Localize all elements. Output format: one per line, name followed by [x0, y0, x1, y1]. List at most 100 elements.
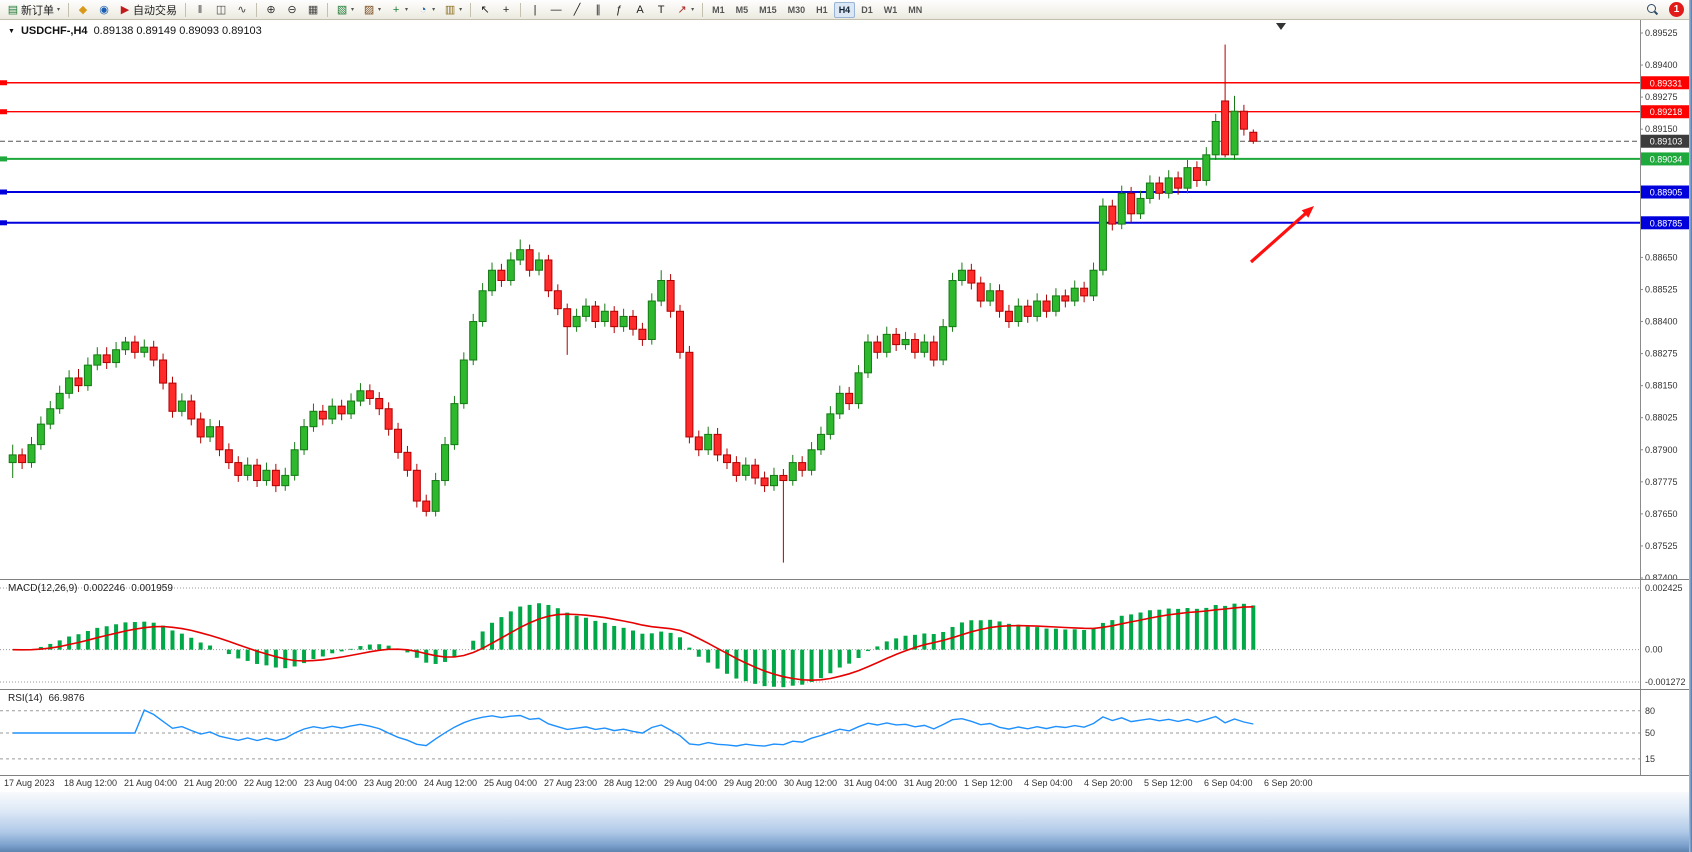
time-label: 21 Aug 20:00 — [184, 778, 238, 788]
horizontal-line-button[interactable]: — — [546, 1, 566, 18]
macd-signal-line — [12, 606, 1254, 682]
time-label: 1 Sep 12:00 — [964, 778, 1013, 788]
timeframe-w1[interactable]: W1 — [879, 2, 903, 18]
crosshair-button[interactable]: + — [496, 1, 516, 18]
arrows-button[interactable]: ↗ ▾ — [672, 1, 698, 18]
zoom-in-icon: ⊕ — [266, 3, 276, 16]
templates-button[interactable]: ▥ ▾ — [440, 1, 466, 18]
chart-profiles-button[interactable]: ◆ — [73, 1, 93, 18]
auto-trading-button[interactable]: ▶ 自动交易 — [115, 1, 181, 18]
chevron-down-icon[interactable]: ▼ — [8, 27, 15, 35]
timeframe-m30[interactable]: M30 — [783, 2, 811, 18]
data-window-button[interactable]: ◉ — [94, 1, 114, 18]
tile-windows-button[interactable]: ▦ — [303, 1, 323, 18]
zoom-out-button[interactable]: ⊖ — [282, 1, 302, 18]
time-label: 24 Aug 12:00 — [424, 778, 478, 788]
label-icon: T — [657, 3, 665, 16]
svg-text:0.88400: 0.88400 — [1645, 317, 1678, 327]
price-chart-canvas[interactable]: 0.895250.894000.892750.891500.890250.889… — [0, 20, 1692, 580]
svg-text:0.87900: 0.87900 — [1645, 445, 1678, 455]
arrows-icon: ↗ — [677, 3, 687, 16]
horizontal-line-object[interactable]: 0.88905 — [0, 185, 1691, 199]
rsi-levels: 80 50 15 — [0, 706, 1655, 764]
time-label: 5 Sep 12:00 — [1144, 778, 1193, 788]
horizontal-line-object[interactable]: 0.88785 — [0, 216, 1691, 230]
bar-chart-button[interactable]: ‖ — [190, 1, 210, 18]
notification-badge[interactable]: 1 — [1669, 2, 1684, 17]
text-icon: A — [636, 3, 644, 16]
new-order-button[interactable]: ▤ 新订单 ▾ — [3, 1, 64, 18]
time-axis[interactable]: 17 Aug 2023 18 Aug 12:00 21 Aug 04:00 21 Au… — [0, 776, 1692, 792]
rsi-panel-canvas[interactable]: 80 50 15 — [0, 690, 1692, 776]
chart-symbol-label: ▼ USDCHF-,H4 0.89138 0.89149 0.89093 0.8… — [8, 25, 262, 37]
line-chart-button[interactable]: ∿ — [232, 1, 252, 18]
chevron-down-icon: ▾ — [432, 7, 436, 13]
new-chart-button[interactable]: ▧ ▾ — [332, 1, 358, 18]
profiles-icon: ▨ — [363, 3, 375, 16]
trendline-button[interactable]: ╱ — [567, 1, 587, 18]
chart-window: 0.895250.894000.892750.891500.890250.889… — [0, 20, 1692, 792]
svg-text:0.89275: 0.89275 — [1645, 92, 1678, 102]
rsi-indicator-label: RSI(14) 66.9876 — [8, 693, 85, 704]
hline-icon: — — [550, 3, 562, 16]
svg-text:0.89331: 0.89331 — [1650, 78, 1683, 88]
horizontal-line-object[interactable]: 0.89331 — [0, 76, 1691, 90]
timeframe-m15[interactable]: M15 — [754, 2, 782, 18]
timeframe-h1[interactable]: H1 — [811, 2, 833, 18]
label-button[interactable]: T — [651, 1, 671, 18]
svg-text:0.00: 0.00 — [1645, 645, 1663, 655]
timeframe-m1[interactable]: M1 — [707, 2, 730, 18]
time-label: 6 Sep 04:00 — [1204, 778, 1253, 788]
svg-text:0.88650: 0.88650 — [1645, 252, 1678, 262]
new-chart-icon: ▧ — [336, 3, 348, 16]
svg-text:15: 15 — [1645, 754, 1655, 764]
timeframe-m5[interactable]: M5 — [731, 2, 754, 18]
time-label: 28 Aug 12:00 — [604, 778, 658, 788]
profiles-button[interactable]: ▨ ▾ — [359, 1, 385, 18]
new-order-button-label: 新订单 — [21, 4, 54, 17]
trend-arrow-annotation[interactable] — [1249, 206, 1314, 264]
timeframe-mn[interactable]: MN — [903, 2, 927, 18]
vertical-line-button[interactable]: | — [525, 1, 545, 18]
toolbar-sep — [520, 2, 522, 17]
search-button[interactable] — [1642, 1, 1663, 18]
current-price-line: 0.89103 — [0, 134, 1691, 148]
templates-icon: ▥ — [444, 3, 456, 16]
horizontal-line-object[interactable]: 0.89034 — [0, 152, 1691, 166]
svg-text:0.002425: 0.002425 — [1645, 583, 1683, 593]
timeframe-d1[interactable]: D1 — [856, 2, 878, 18]
chevron-down-icon: ▾ — [351, 7, 355, 13]
toolbar-sep — [702, 2, 704, 17]
cursor-button[interactable]: ↖ — [475, 1, 495, 18]
time-label: 4 Sep 20:00 — [1084, 778, 1133, 788]
ohlc-values-label: 0.89138 0.89149 0.89093 0.89103 — [93, 25, 262, 37]
svg-text:0.87400: 0.87400 — [1645, 573, 1678, 580]
text-button[interactable]: A — [630, 1, 650, 18]
time-label: 23 Aug 04:00 — [304, 778, 358, 788]
toolbar-sep — [185, 2, 187, 17]
svg-text:0.89525: 0.89525 — [1645, 28, 1678, 38]
rsi-line — [12, 709, 1254, 747]
chevron-down-icon: ▾ — [459, 7, 463, 13]
svg-text:50: 50 — [1645, 728, 1655, 738]
tile-windows-icon: ▦ — [307, 3, 319, 16]
periods-button[interactable]: ◔ ▾ — [413, 1, 439, 18]
macd-panel-canvas[interactable]: 0.002425 0.00 -0.001272 — [0, 580, 1692, 690]
auto-trading-button-label: 自动交易 — [133, 4, 178, 17]
svg-text:0.88905: 0.88905 — [1650, 188, 1683, 198]
cursor-icon: ↖ — [480, 3, 490, 16]
periods-icon: ◔ — [419, 3, 427, 16]
vline-icon: | — [533, 3, 537, 16]
toolbar-sep — [470, 2, 472, 17]
horizontal-line-object[interactable]: 0.89218 — [0, 105, 1691, 119]
timeframe-h4[interactable]: H4 — [833, 1, 856, 18]
time-label: 25 Aug 04:00 — [484, 778, 538, 788]
zoom-in-button[interactable]: ⊕ — [261, 1, 281, 18]
indicators-button[interactable]: + ▾ — [386, 1, 412, 18]
toolbar-sep — [256, 2, 258, 17]
equidistant-channel-button[interactable]: ∥ — [588, 1, 608, 18]
time-label: 21 Aug 04:00 — [124, 778, 178, 788]
autotrade-icon: ▶ — [120, 3, 130, 16]
fibonacci-button[interactable]: ƒ — [609, 1, 629, 18]
candlestick-chart-button[interactable]: ◫ — [211, 1, 231, 18]
